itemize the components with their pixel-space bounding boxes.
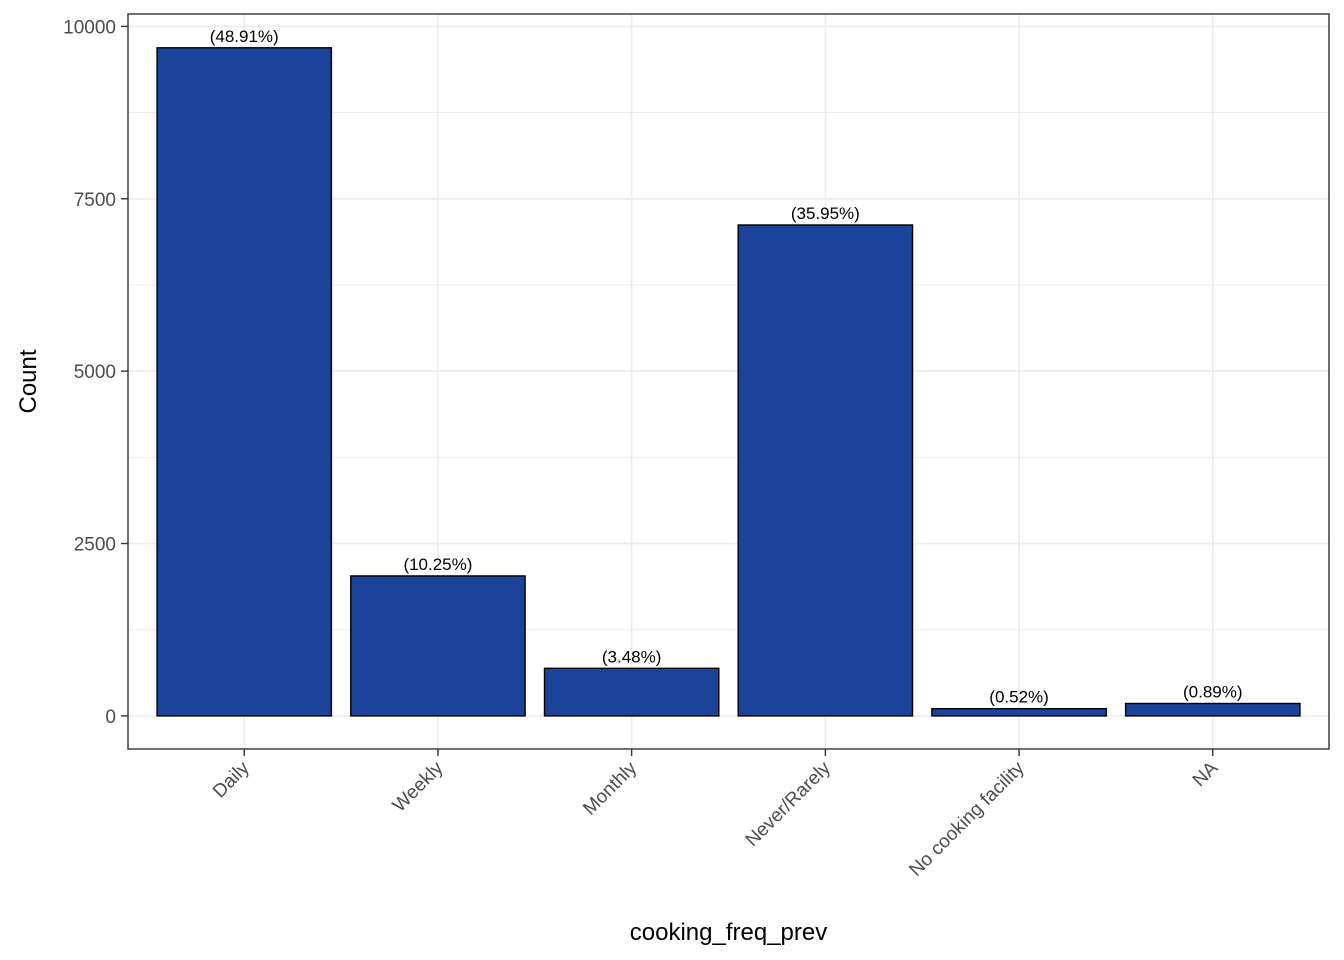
data-label: (48.91%) bbox=[210, 27, 279, 46]
x-axis: Daily Weekly Monthly Never/Rarely No cooking… bbox=[209, 749, 1223, 881]
x-tick-label: Monthly bbox=[579, 757, 641, 819]
bar-monthly bbox=[543, 667, 720, 717]
x-tick-label: Never/Rarely bbox=[742, 757, 836, 851]
x-tick-label: No cooking facility bbox=[905, 757, 1028, 880]
y-tick-label: 0 bbox=[105, 707, 116, 728]
data-label: (10.25%) bbox=[403, 555, 472, 574]
panel-border bbox=[127, 13, 1330, 750]
bar-weekly bbox=[350, 575, 526, 717]
y-tick-label: 10000 bbox=[63, 17, 116, 38]
y-tick-label: 5000 bbox=[74, 362, 116, 383]
data-labels-group: (48.91%) (10.25%) (3.48%) (35.95%) (0.52%) (0… bbox=[210, 27, 1243, 707]
data-label: (0.89%) bbox=[1183, 682, 1243, 701]
bar-daily bbox=[156, 47, 333, 717]
data-label: (0.52%) bbox=[989, 688, 1049, 707]
bar-never-rarely bbox=[737, 224, 914, 717]
bar-no-cooking-facility bbox=[931, 707, 1107, 717]
data-label: (3.48%) bbox=[602, 647, 662, 666]
x-tick-label: Daily bbox=[209, 757, 254, 802]
data-label: (35.95%) bbox=[791, 204, 860, 223]
y-axis: 0 2500 5000 7500 10000 bbox=[63, 17, 128, 728]
y-axis-title: Count bbox=[15, 349, 42, 413]
bar-na bbox=[1124, 702, 1301, 717]
bars-group bbox=[156, 47, 1301, 717]
y-tick-label: 7500 bbox=[74, 190, 116, 211]
y-tick-label: 2500 bbox=[74, 535, 116, 556]
x-tick-label: NA bbox=[1189, 757, 1223, 791]
x-axis-title: cooking_freq_prev bbox=[630, 919, 827, 946]
x-tick-label: Weekly bbox=[389, 757, 448, 816]
